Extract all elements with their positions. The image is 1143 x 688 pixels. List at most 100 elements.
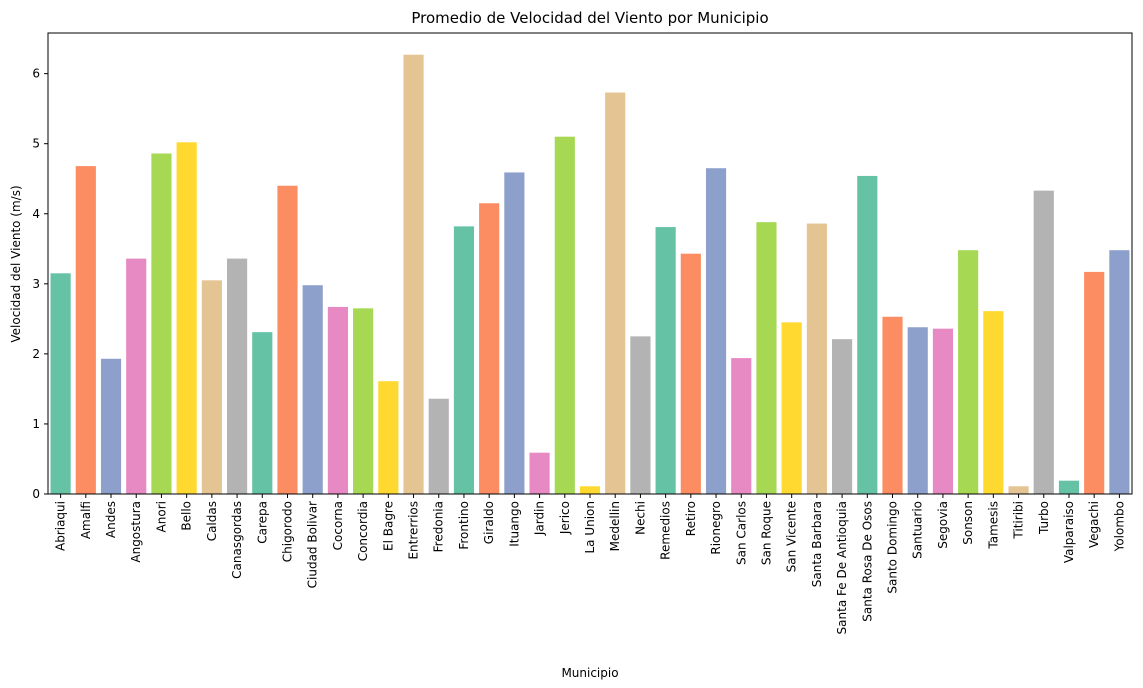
bar-retiro bbox=[680, 253, 701, 494]
x-tick-label: Fredonia bbox=[432, 501, 446, 552]
chart-title: Promedio de Velocidad del Viento por Mun… bbox=[411, 9, 768, 27]
x-tick-label: Santo Domingo bbox=[886, 501, 900, 594]
x-tick-label: Canasgordas bbox=[230, 501, 244, 579]
x-tick-label: Angostura bbox=[129, 501, 143, 563]
bar-entrerrios bbox=[403, 54, 424, 495]
bar-sonson bbox=[958, 250, 979, 494]
bar-cocorna bbox=[327, 306, 348, 494]
x-tick-label: Concordia bbox=[356, 501, 370, 561]
bar-rionegro bbox=[705, 168, 727, 494]
x-tick-label: Medellin bbox=[608, 501, 622, 551]
bar-turbo bbox=[1033, 190, 1054, 494]
x-tick-label: Abriaqui bbox=[54, 501, 68, 551]
x-tick-label: Santa Fe De Antioquia bbox=[835, 501, 849, 634]
bar-andes bbox=[100, 358, 122, 494]
bar-yolombo bbox=[1109, 250, 1130, 494]
bar-vegachi bbox=[1084, 271, 1105, 494]
x-tick-label: Nechi bbox=[633, 501, 647, 535]
x-tick-label: Jerico bbox=[558, 501, 572, 535]
y-axis: 0 1 2 3 4 5 6 bbox=[32, 67, 48, 501]
y-tick-label: 2 bbox=[32, 347, 40, 361]
x-tick-label: Frontino bbox=[457, 501, 471, 550]
bar-jardin bbox=[529, 452, 550, 494]
x-tick-label: Segovia bbox=[936, 501, 950, 549]
x-tick-label: Bello bbox=[180, 501, 194, 531]
x-tick-label: Anori bbox=[154, 501, 168, 532]
bar-fredonia bbox=[428, 398, 449, 494]
bar-giraldo bbox=[479, 203, 500, 494]
y-tick-label: 3 bbox=[32, 277, 40, 291]
x-tick-label: Vegachi bbox=[1087, 501, 1101, 548]
x-tick-label: Valparaiso bbox=[1062, 501, 1076, 563]
x-axis-label: Municipio bbox=[561, 666, 618, 680]
bar-nechi bbox=[630, 336, 651, 494]
bar-santa-barbara bbox=[806, 223, 827, 494]
y-tick-label: 5 bbox=[32, 137, 40, 151]
bar-la-union bbox=[579, 486, 601, 494]
x-tick-label: Retiro bbox=[684, 501, 698, 536]
x-tick-label: Santa Barbara bbox=[810, 501, 824, 587]
x-tick-label: Santa Rosa De Osos bbox=[860, 501, 874, 622]
bar-concordia bbox=[353, 308, 374, 494]
x-tick-label: San Roque bbox=[759, 501, 773, 565]
y-axis-label: Velocidad del Viento (m/s) bbox=[9, 185, 23, 342]
x-tick-label: Ituango bbox=[507, 501, 521, 547]
bar-san-carlos bbox=[731, 358, 752, 494]
x-tick-label: San Carlos bbox=[734, 501, 748, 565]
bar-canasgordas bbox=[226, 258, 248, 494]
x-axis: Abriaqui Amalfi Andes Angostura Anori Bello Ca… bbox=[54, 494, 1126, 634]
x-tick-label: Ciudad Bolivar bbox=[306, 501, 320, 588]
x-tick-label: Amalfi bbox=[79, 501, 93, 539]
bar-san-roque bbox=[756, 222, 777, 495]
bar-valparaiso bbox=[1058, 480, 1080, 494]
bar-anori bbox=[151, 153, 172, 494]
x-tick-label: Santuario bbox=[911, 501, 925, 559]
bar-angostura bbox=[126, 258, 147, 494]
x-tick-label: Jardin bbox=[533, 501, 547, 536]
x-tick-label: Turbo bbox=[1037, 501, 1051, 535]
bar-titiribi bbox=[1008, 486, 1029, 494]
bar-ciudad-bolivar bbox=[302, 285, 323, 494]
x-tick-label: Entrerrios bbox=[407, 501, 421, 560]
bar-santuario bbox=[907, 327, 928, 494]
y-tick-label: 4 bbox=[32, 207, 40, 221]
x-tick-label: Carepa bbox=[255, 501, 269, 544]
x-tick-label: Titiribi bbox=[1012, 501, 1026, 540]
y-tick-label: 6 bbox=[32, 67, 40, 81]
x-tick-label: Cocorna bbox=[331, 501, 345, 550]
bar-carepa bbox=[252, 332, 273, 494]
x-tick-label: Remedios bbox=[659, 501, 673, 560]
bar-bello bbox=[176, 142, 197, 494]
bar-caldas bbox=[201, 280, 222, 494]
bar-santa-rosa-de-osos bbox=[857, 175, 878, 494]
y-tick-label: 0 bbox=[32, 487, 40, 501]
bar-jerico bbox=[554, 136, 575, 494]
bar-frontino bbox=[453, 226, 475, 494]
plot-frame bbox=[47, 32, 1133, 495]
bars-group bbox=[50, 54, 1130, 495]
bar-santa-fe-de-antioquia bbox=[832, 339, 853, 494]
bar-el-bagre bbox=[378, 381, 399, 494]
bar-medellin bbox=[605, 92, 626, 495]
bar-ituango bbox=[504, 172, 525, 495]
y-tick-label: 1 bbox=[32, 417, 40, 431]
bar-segovia bbox=[932, 328, 954, 494]
x-tick-label: Sonson bbox=[961, 501, 975, 545]
bar-santo-domingo bbox=[882, 316, 903, 494]
x-tick-label: Giraldo bbox=[482, 501, 496, 544]
bar-chigorodo bbox=[277, 185, 298, 494]
x-tick-label: Tamesis bbox=[986, 501, 1000, 550]
x-tick-label: El Bagre bbox=[381, 501, 395, 551]
x-tick-label: San Vicente bbox=[785, 501, 799, 572]
x-tick-label: La Union bbox=[583, 501, 597, 554]
x-tick-label: Andes bbox=[104, 501, 118, 538]
x-tick-label: Yolombo bbox=[1112, 501, 1126, 552]
x-tick-label: Chigorodo bbox=[280, 501, 294, 562]
x-tick-label: Caldas bbox=[205, 501, 219, 541]
bar-remedios bbox=[655, 227, 676, 494]
bar-abriaqui bbox=[50, 273, 71, 494]
bar-amalfi bbox=[75, 166, 96, 494]
bar-san-vicente bbox=[781, 322, 802, 494]
